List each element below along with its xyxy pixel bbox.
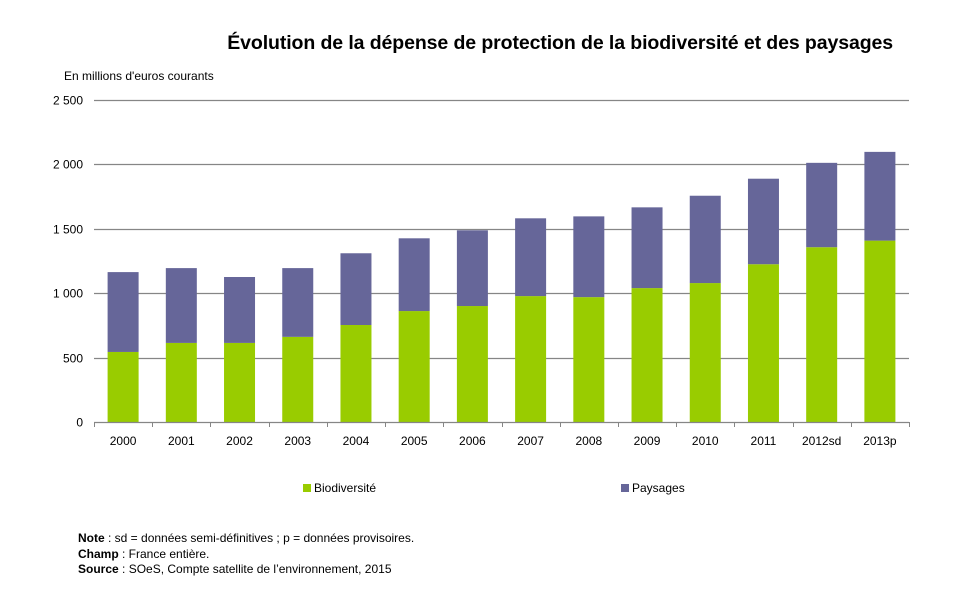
footnotes: Note : sd = données semi-définitives ; p… xyxy=(78,531,414,578)
bar-paysages-2002 xyxy=(224,277,256,343)
bar-paysages-2001 xyxy=(165,268,197,343)
bar-paysages-2011 xyxy=(747,178,779,265)
source-label: Source xyxy=(78,562,119,576)
legend-item-biodiversite: Biodiversité xyxy=(303,481,376,495)
x-tick-label: 2013p xyxy=(863,434,897,448)
legend-swatch-paysages xyxy=(621,484,629,492)
y-tick-label: 2 000 xyxy=(53,158,83,172)
bar-biodiversite-2009 xyxy=(631,288,663,422)
x-tick-label: 2007 xyxy=(517,434,544,448)
y-tick-label: 1 000 xyxy=(53,287,83,301)
x-tick-label: 2002 xyxy=(226,434,253,448)
bar-paysages-2004 xyxy=(340,253,372,325)
bar-biodiversite-2002 xyxy=(224,342,256,422)
bar-paysages-2009 xyxy=(631,207,663,289)
source-text: : SOeS, Compte satellite de l’environnem… xyxy=(118,562,392,576)
x-tick-label: 2011 xyxy=(751,434,777,448)
x-tick-label: 2012sd xyxy=(802,434,841,448)
y-axis-ticks: 0 500 1 000 1 500 2 000 2 500 xyxy=(53,94,83,430)
bar-biodiversite-2011 xyxy=(747,264,779,422)
x-tick-label: 2006 xyxy=(459,434,486,448)
bar-paysages-2010 xyxy=(689,195,721,284)
bar-biodiversite-2007 xyxy=(515,296,547,422)
x-tick-label: 2005 xyxy=(401,434,428,448)
chart-title: Évolution de la dépense de protection de… xyxy=(227,32,893,54)
champ-line: Champ : France entière. xyxy=(78,547,414,563)
y-axis-unit-label: En millions d'euros courants xyxy=(64,69,214,83)
x-tick-label: 2003 xyxy=(284,434,311,448)
y-tick-label: 2 500 xyxy=(53,94,83,108)
x-tick-label: 2009 xyxy=(634,434,661,448)
bar-paysages-2008 xyxy=(573,216,605,298)
bar-paysages-2006 xyxy=(456,230,488,307)
bars xyxy=(107,151,896,422)
bar-paysages-2000 xyxy=(107,272,139,352)
bar-biodiversite-2005 xyxy=(398,311,430,422)
bar-biodiversite-2013p xyxy=(864,240,896,422)
bar-biodiversite-2008 xyxy=(573,297,605,422)
note-label: Note xyxy=(78,531,105,545)
x-tick-label: 2004 xyxy=(343,434,370,448)
x-tick-label: 2010 xyxy=(692,434,719,448)
gridlines xyxy=(94,99,909,360)
legend-label-biodiversite: Biodiversité xyxy=(314,481,377,495)
bar-paysages-2003 xyxy=(282,268,314,337)
bar-paysages-2005 xyxy=(398,238,430,312)
note-text: : sd = données semi-définitives ; p = do… xyxy=(104,531,415,545)
y-tick-label: 500 xyxy=(63,352,83,366)
x-axis-ticks: 2000 2001 2002 2003 2004 2005 2006 2007 2008 2009… xyxy=(94,422,910,448)
champ-label: Champ xyxy=(78,546,119,561)
bar-biodiversite-2000 xyxy=(107,351,139,422)
y-tick-label: 1 500 xyxy=(53,223,83,237)
bar-paysages-2007 xyxy=(515,218,547,297)
bar-paysages-2012sd xyxy=(806,162,838,248)
bar-biodiversite-2003 xyxy=(282,336,314,422)
x-tick-label: 2000 xyxy=(110,434,137,448)
legend-label-paysages: Paysages xyxy=(632,481,685,495)
bar-biodiversite-2010 xyxy=(689,283,721,422)
x-tick-label: 2008 xyxy=(575,434,602,448)
legend-item-paysages: Paysages xyxy=(621,481,685,495)
bar-biodiversite-2001 xyxy=(165,342,197,422)
bar-biodiversite-2012sd xyxy=(806,247,838,422)
bar-biodiversite-2006 xyxy=(456,306,488,422)
x-tick-label: 2001 xyxy=(168,434,195,448)
note-line: Note : sd = données semi-définitives ; p… xyxy=(78,531,414,547)
y-tick-label: 0 xyxy=(76,416,83,430)
champ-text: : France entière. xyxy=(118,546,210,561)
bar-paysages-2013p xyxy=(864,151,896,241)
legend-swatch-biodiversite xyxy=(303,484,311,492)
source-line: Source : SOeS, Compte satellite de l’env… xyxy=(78,562,414,578)
bar-biodiversite-2004 xyxy=(340,324,372,422)
